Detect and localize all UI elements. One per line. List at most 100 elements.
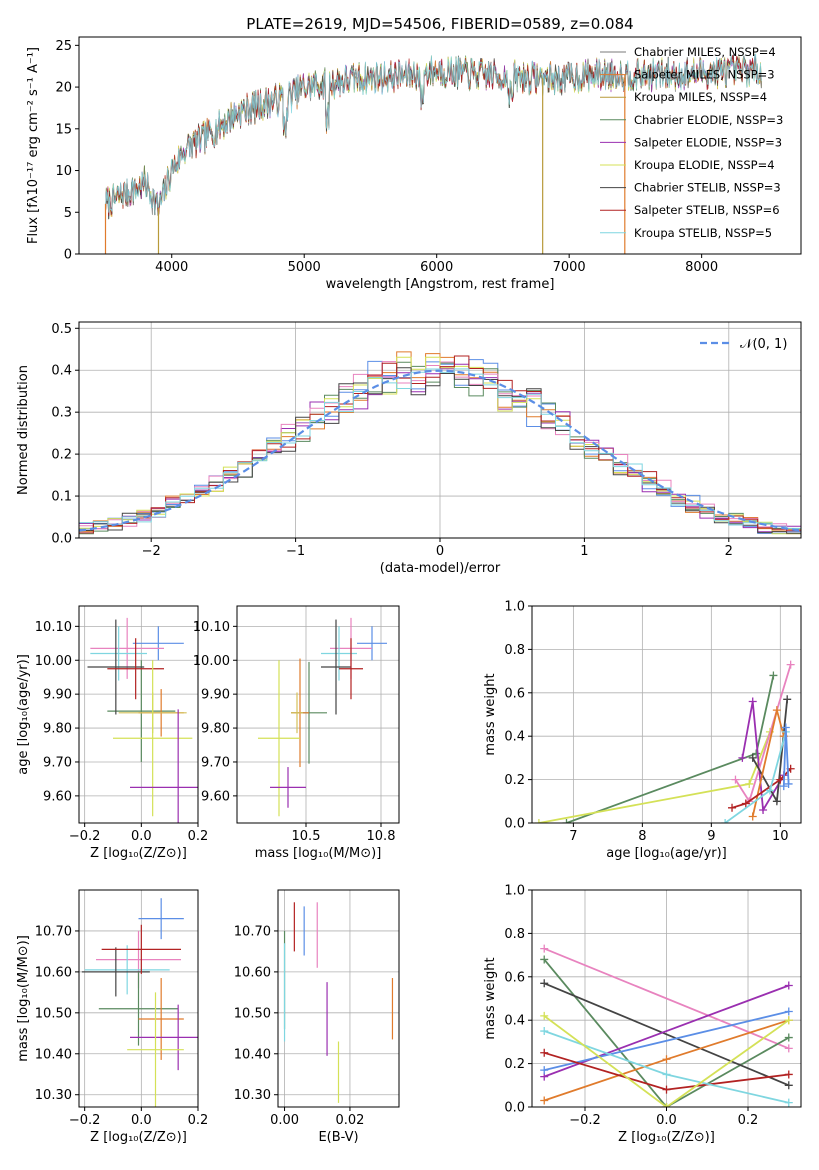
weight-marker bbox=[784, 1098, 793, 1107]
x-tick-label: 6000 bbox=[420, 260, 453, 275]
x-tick-label: 0.2 bbox=[188, 829, 209, 844]
weight-marker bbox=[540, 1066, 549, 1075]
x-tick-label: 7 bbox=[569, 829, 577, 844]
histogram-legend: 𝒩(0, 1) bbox=[700, 337, 787, 352]
plot-area bbox=[258, 617, 387, 817]
y-tick-label: 5 bbox=[64, 206, 72, 221]
panel-mass_vs_Z: −0.2 0.0 0.2 10.30 10.40 10.50 10.60 10.70 Z [lo… bbox=[16, 889, 208, 1145]
x-tick-label: 10 bbox=[772, 829, 789, 844]
weight-marker bbox=[786, 660, 795, 669]
weight-series bbox=[543, 1015, 790, 1107]
y-tick-label: 9.70 bbox=[201, 755, 230, 770]
x-tick-label: −2 bbox=[142, 544, 161, 559]
weight-marker bbox=[662, 1085, 671, 1094]
x-axis-label: age [log₁₀(age/yr)] bbox=[606, 846, 727, 861]
weight-series bbox=[543, 982, 790, 1087]
weight-marker bbox=[540, 1096, 549, 1105]
plot-area bbox=[283, 902, 394, 1103]
y-tick-label: 9.80 bbox=[201, 722, 230, 737]
weight-marker bbox=[731, 775, 740, 784]
x-tick-label: 8000 bbox=[685, 260, 718, 275]
legend-label: Salpeter STELIB, NSSP=6 bbox=[634, 203, 780, 217]
plot-area bbox=[540, 944, 793, 1107]
weight-marker bbox=[781, 723, 790, 732]
y-axis-label: mass weight bbox=[483, 673, 498, 755]
weight-marker bbox=[540, 1011, 549, 1020]
legend-label: Chabrier ELODIE, NSSP=3 bbox=[634, 113, 783, 127]
x-tick-label: 10.5 bbox=[292, 829, 321, 844]
plot-area bbox=[81, 898, 198, 1107]
axes-frame bbox=[277, 889, 400, 1108]
weight-marker bbox=[765, 786, 774, 795]
x-tick-label: 0.0 bbox=[131, 829, 152, 844]
y-tick-label: 0.4 bbox=[51, 364, 72, 379]
x-tick-label: 2 bbox=[725, 544, 733, 559]
plot-area bbox=[79, 351, 801, 535]
x-tick-label: −1 bbox=[286, 544, 305, 559]
weight-marker bbox=[540, 1027, 549, 1036]
weight-marker bbox=[738, 753, 747, 762]
y-tick-label: 0.2 bbox=[504, 1057, 525, 1072]
weight-series bbox=[543, 958, 790, 1107]
axes-frame bbox=[78, 36, 802, 255]
panel-spectrum: 4000 5000 6000 7000 8000 0 5 10 15 20 25 wavelength… bbox=[26, 15, 802, 292]
legend-label: Kroupa STELIB, NSSP=5 bbox=[634, 226, 772, 240]
weight-marker bbox=[540, 944, 549, 953]
y-tick-label: 10.40 bbox=[35, 1047, 72, 1062]
panel-age_vs_mass: 10.5 10.8 9.60 9.70 9.80 9.90 10.00 10.10 mass [… bbox=[193, 605, 400, 861]
y-tick-label: 0.0 bbox=[504, 1101, 525, 1116]
legend-label: Kroupa MILES, NSSP=4 bbox=[634, 90, 767, 104]
y-tick-label: 0.8 bbox=[504, 643, 525, 658]
y-tick-label: 10.30 bbox=[234, 1088, 271, 1103]
axes-frame bbox=[78, 889, 199, 1108]
y-tick-label: 10.00 bbox=[193, 654, 230, 669]
x-tick-label: 5000 bbox=[288, 260, 321, 275]
weight-marker bbox=[784, 1016, 793, 1025]
x-axis-label: E(B-V) bbox=[318, 1130, 358, 1145]
y-tick-label: 15 bbox=[55, 122, 72, 137]
weight-marker bbox=[662, 1103, 671, 1107]
weight-series bbox=[543, 984, 790, 1078]
y-tick-label: 0.2 bbox=[51, 448, 72, 463]
weight-marker bbox=[662, 1055, 671, 1064]
y-tick-label: 0.1 bbox=[51, 490, 72, 505]
x-tick-label: 8 bbox=[638, 829, 646, 844]
weight-marker bbox=[748, 753, 757, 762]
weight-marker bbox=[784, 1044, 793, 1053]
weight-marker bbox=[562, 819, 571, 823]
y-tick-label: 9.70 bbox=[43, 755, 72, 770]
x-axis-label: mass [log₁₀(M/M⊙)] bbox=[255, 846, 382, 861]
axes-frame bbox=[78, 321, 802, 539]
y-tick-label: 10.00 bbox=[35, 654, 72, 669]
weight-marker bbox=[784, 1007, 793, 1016]
axes-frame bbox=[78, 605, 199, 824]
x-tick-label: 1 bbox=[580, 544, 588, 559]
y-tick-label: 10.70 bbox=[234, 924, 271, 939]
weight-marker bbox=[540, 955, 549, 964]
panel-age_vs_Z: −0.2 0.0 0.2 9.60 9.70 9.80 9.90 10.00 10.10 Z [l… bbox=[16, 605, 209, 861]
weight-marker bbox=[721, 819, 730, 823]
x-axis-label: (data-model)/error bbox=[380, 561, 501, 576]
y-tick-label: 0.6 bbox=[504, 970, 525, 985]
spectrum-legend: Chabrier MILES, NSSP=4 Salpeter MILES, NS… bbox=[600, 45, 783, 240]
axes-frame bbox=[531, 605, 802, 824]
weight-marker bbox=[784, 1070, 793, 1079]
weight-marker bbox=[540, 1048, 549, 1057]
y-tick-label: 9.90 bbox=[201, 688, 230, 703]
y-tick-label: 10.60 bbox=[35, 965, 72, 980]
y-tick-label: 9.80 bbox=[43, 722, 72, 737]
panel-massweight_vs_age: 7 8 9 10 0.0 0.2 0.4 0.6 0.8 1.0 age [log₁₀(age/yr… bbox=[483, 600, 802, 861]
y-tick-label: 10.50 bbox=[35, 1006, 72, 1021]
y-tick-label: 10.10 bbox=[35, 620, 72, 635]
y-tick-label: 0 bbox=[64, 248, 72, 263]
y-tick-label: 10.50 bbox=[234, 1006, 271, 1021]
weight-series bbox=[543, 1010, 790, 1071]
weight-marker bbox=[745, 779, 754, 788]
x-axis-label: Z [log₁₀(Z/Z⊙)] bbox=[90, 1130, 187, 1145]
panel-residuals: −2 −1 0 1 2 0.0 0.1 0.2 0.3 0.4 0.5 (data-model)/er… bbox=[16, 321, 802, 576]
plot-area bbox=[104, 53, 762, 254]
legend-label: Chabrier STELIB, NSSP=3 bbox=[634, 181, 781, 195]
plot-area bbox=[534, 660, 795, 823]
y-tick-label: 10.40 bbox=[234, 1047, 271, 1062]
weight-marker bbox=[772, 797, 781, 806]
